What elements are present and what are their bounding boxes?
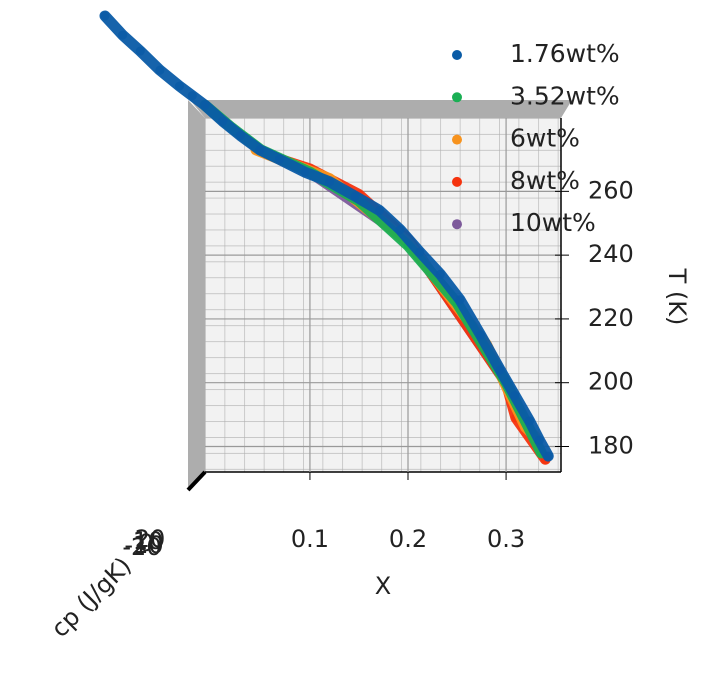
legend-marker xyxy=(452,219,462,230)
y-tick-label: 260 xyxy=(588,176,634,204)
y-tick-label: 180 xyxy=(588,431,634,459)
point xyxy=(325,177,335,187)
legend-label: 3.52wt% xyxy=(510,81,620,110)
legend-label: 10wt% xyxy=(510,208,596,237)
z-tick-label: -10 xyxy=(124,531,163,559)
point xyxy=(395,225,405,235)
point xyxy=(543,451,553,461)
x-tick-label: 0.2 xyxy=(389,525,427,553)
legend-label: 1.76wt% xyxy=(510,39,620,68)
legend-marker xyxy=(452,134,462,145)
top-pane xyxy=(190,100,572,118)
point xyxy=(187,91,197,101)
point xyxy=(435,269,445,279)
left-pane xyxy=(188,100,205,490)
point xyxy=(118,30,128,40)
x-tick-label: 0.1 xyxy=(291,525,329,553)
point xyxy=(476,330,486,340)
point xyxy=(200,100,210,110)
y-tick-label: 200 xyxy=(588,368,634,396)
point xyxy=(534,435,544,445)
point xyxy=(455,295,465,305)
z-axis xyxy=(186,470,207,492)
point xyxy=(415,247,425,257)
z-tick-label: 10 xyxy=(133,527,164,555)
back-pane xyxy=(205,118,561,472)
point xyxy=(275,154,285,164)
y-axis-label: T (K) xyxy=(663,268,691,326)
point xyxy=(235,131,245,141)
point xyxy=(135,46,145,56)
legend-marker xyxy=(452,176,462,187)
point xyxy=(375,205,385,215)
point xyxy=(100,11,110,21)
y-tick-label: 240 xyxy=(588,240,634,268)
legend-marker xyxy=(452,92,462,103)
plot-area xyxy=(99,10,561,472)
point xyxy=(350,191,360,201)
point xyxy=(510,390,520,400)
z-axis-label: cp (J/gK) xyxy=(46,552,137,643)
z-tick-label: 20 xyxy=(135,525,166,553)
point xyxy=(525,416,535,426)
legend-label: 6wt% xyxy=(510,124,580,153)
z-tick-label: -20 xyxy=(122,533,161,561)
point xyxy=(175,81,185,91)
point xyxy=(218,116,228,126)
point xyxy=(300,167,310,177)
x-axis-label: X xyxy=(375,572,391,600)
point xyxy=(495,365,505,375)
point xyxy=(255,145,265,155)
y-tick-label: 220 xyxy=(588,304,634,332)
x-tick-label: 0.3 xyxy=(487,525,525,553)
legend-marker xyxy=(452,50,462,60)
point xyxy=(155,65,165,75)
z-tick-label: 0 xyxy=(138,529,153,557)
legend-label: 8wt% xyxy=(510,166,580,195)
